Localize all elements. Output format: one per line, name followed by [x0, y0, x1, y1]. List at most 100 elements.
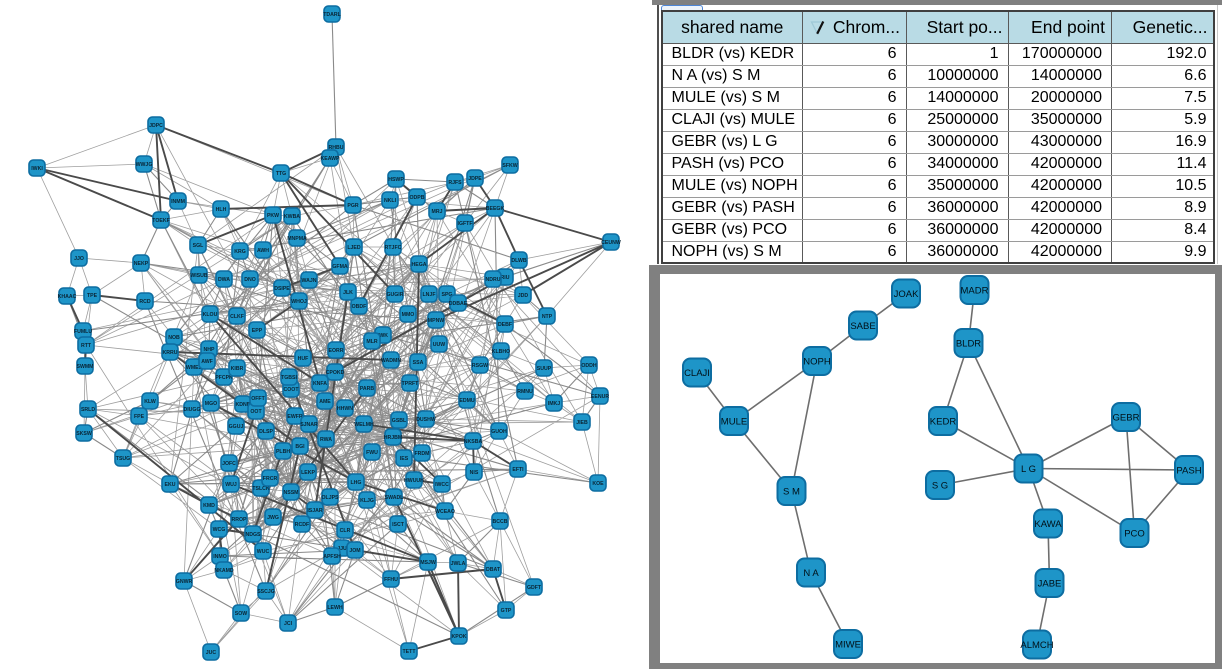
svg-text:LHG: LHG — [351, 480, 362, 486]
svg-text:TGBSI: TGBSI — [281, 375, 297, 381]
svg-text:NKSBA: NKSBA — [464, 439, 483, 445]
svg-text:CLKF: CLKF — [230, 314, 244, 320]
svg-text:NDRU: NDRU — [486, 277, 501, 283]
svg-text:TPRFT: TPRFT — [402, 381, 420, 387]
svg-text:FWU: FWU — [366, 450, 378, 456]
svg-text:AWF: AWF — [201, 359, 213, 365]
svg-text:SJNAR: SJNAR — [300, 422, 318, 428]
svg-text:IWK: IWK — [378, 333, 388, 339]
svg-text:INMM: INMM — [171, 199, 185, 205]
svg-text:NSSM: NSSM — [284, 490, 299, 496]
svg-text:JOFC: JOFC — [222, 461, 236, 467]
svg-text:CLAJI: CLAJI — [684, 368, 710, 379]
svg-text:FRCR: FRCR — [263, 476, 278, 482]
svg-text:JDPE: JDPE — [468, 176, 482, 182]
svg-text:JABE: JABE — [1038, 579, 1062, 590]
svg-text:DLWB: DLWB — [511, 258, 527, 264]
svg-text:SOW: SOW — [235, 611, 247, 617]
svg-text:DNO: DNO — [244, 277, 256, 283]
svg-text:RIU: RIU — [501, 275, 510, 281]
svg-text:GGUJ: GGUJ — [229, 424, 244, 430]
svg-text:EWFR: EWFR — [287, 414, 303, 420]
svg-text:HWUUH: HWUUH — [404, 478, 424, 484]
svg-text:KLW: KLW — [144, 399, 156, 405]
svg-text:MNPMA: MNPMA — [287, 236, 307, 242]
svg-text:LEWH: LEWH — [327, 605, 343, 611]
svg-text:BEEGK: BEEGK — [486, 206, 505, 212]
svg-text:JWLA: JWLA — [451, 561, 466, 567]
svg-text:KEAWP: KEAWP — [320, 156, 340, 162]
svg-text:NTP: NTP — [542, 314, 553, 320]
svg-text:ISJAR: ISJAR — [307, 508, 323, 514]
svg-text:PLBH: PLBH — [276, 449, 290, 455]
svg-text:JJU: JJU — [337, 546, 347, 552]
svg-text:GTP: GTP — [501, 608, 512, 614]
svg-text:HUF: HUF — [298, 356, 309, 362]
svg-text:NDGS: NDGS — [246, 532, 262, 538]
svg-text:SKSW: SKSW — [76, 431, 92, 437]
svg-text:MGO: MGO — [205, 401, 217, 407]
svg-text:MMO: MMO — [402, 312, 415, 318]
svg-text:OOT: OOT — [250, 409, 262, 415]
svg-text:GEBR: GEBR — [1113, 413, 1140, 424]
svg-text:RMNU: RMNU — [517, 389, 533, 395]
svg-text:RTJFC: RTJFC — [385, 245, 402, 251]
svg-text:L G: L G — [1021, 464, 1036, 475]
svg-text:EFTI: EFTI — [512, 467, 524, 473]
svg-text:SUUP: SUUP — [537, 366, 552, 372]
svg-text:EORR: EORR — [329, 348, 344, 354]
svg-text:DWA: DWA — [218, 277, 230, 283]
svg-text:WMES: WMES — [186, 365, 203, 371]
svg-text:JLK: JLK — [343, 290, 353, 296]
svg-text:LEKP: LEKP — [301, 470, 315, 476]
svg-text:KEDR: KEDR — [930, 417, 957, 428]
svg-text:ODDH: ODDH — [581, 363, 597, 369]
svg-text:EDMU: EDMU — [459, 398, 475, 404]
svg-text:BLDR: BLDR — [956, 339, 981, 350]
svg-text:CLR: CLR — [340, 528, 351, 534]
svg-text:SWADL: SWADL — [385, 495, 405, 501]
svg-text:OBDF: OBDF — [352, 304, 367, 310]
svg-text:KIBR: KIBR — [231, 366, 244, 372]
svg-text:PARB: PARB — [360, 386, 375, 392]
svg-text:NIS: NIS — [470, 470, 479, 476]
svg-text:SSCJG: SSCJG — [257, 589, 275, 595]
svg-text:KPOK: KPOK — [452, 634, 467, 640]
svg-text:DLSP: DLSP — [259, 429, 273, 435]
svg-text:ALMCH: ALMCH — [1020, 640, 1053, 651]
svg-text:LNJF: LNJF — [423, 292, 436, 298]
svg-text:SFKW: SFKW — [502, 163, 517, 169]
svg-text:INMO: INMO — [213, 554, 227, 560]
svg-text:S M: S M — [783, 487, 800, 498]
svg-text:KOE: KOE — [592, 481, 604, 487]
svg-text:JOM: JOM — [349, 548, 360, 554]
svg-text:FUMLU: FUMLU — [74, 329, 92, 335]
svg-text:TPE: TPE — [87, 293, 98, 299]
svg-text:JUC: JUC — [206, 650, 217, 656]
svg-text:RTT: RTT — [81, 343, 92, 349]
svg-text:DDBAE: DDBAE — [449, 301, 468, 307]
svg-text:SWMM: SWMM — [77, 364, 94, 370]
svg-text:FPE: FPE — [134, 414, 145, 420]
svg-text:JCI: JCI — [284, 621, 293, 627]
svg-text:ODPB: ODPB — [410, 195, 425, 201]
svg-text:MADR: MADR — [961, 286, 989, 297]
svg-text:PFCPK: PFCPK — [215, 375, 233, 381]
svg-text:IMKJ: IMKJ — [548, 401, 561, 407]
svg-text:KHAAC: KHAAC — [58, 294, 77, 300]
svg-text:KRRU: KRRU — [163, 350, 178, 356]
svg-text:SRLD: SRLD — [81, 407, 95, 413]
svg-text:BGI: BGI — [295, 444, 305, 450]
svg-text:UUW: UUW — [433, 342, 445, 348]
svg-text:TSUG: TSUG — [116, 456, 130, 462]
svg-text:NOPH: NOPH — [803, 357, 831, 368]
svg-text:JWG: JWG — [267, 515, 279, 521]
svg-text:WHOJ: WHOJ — [291, 299, 307, 305]
svg-text:ISCT: ISCT — [392, 522, 405, 528]
svg-text:GUGIR: GUGIR — [386, 292, 403, 298]
svg-text:HSWP: HSWP — [388, 177, 404, 183]
svg-text:TTG: TTG — [276, 171, 286, 177]
svg-text:JJO: JJO — [74, 256, 84, 262]
svg-text:MULE: MULE — [721, 417, 747, 428]
svg-text:NKLI: NKLI — [384, 198, 397, 204]
